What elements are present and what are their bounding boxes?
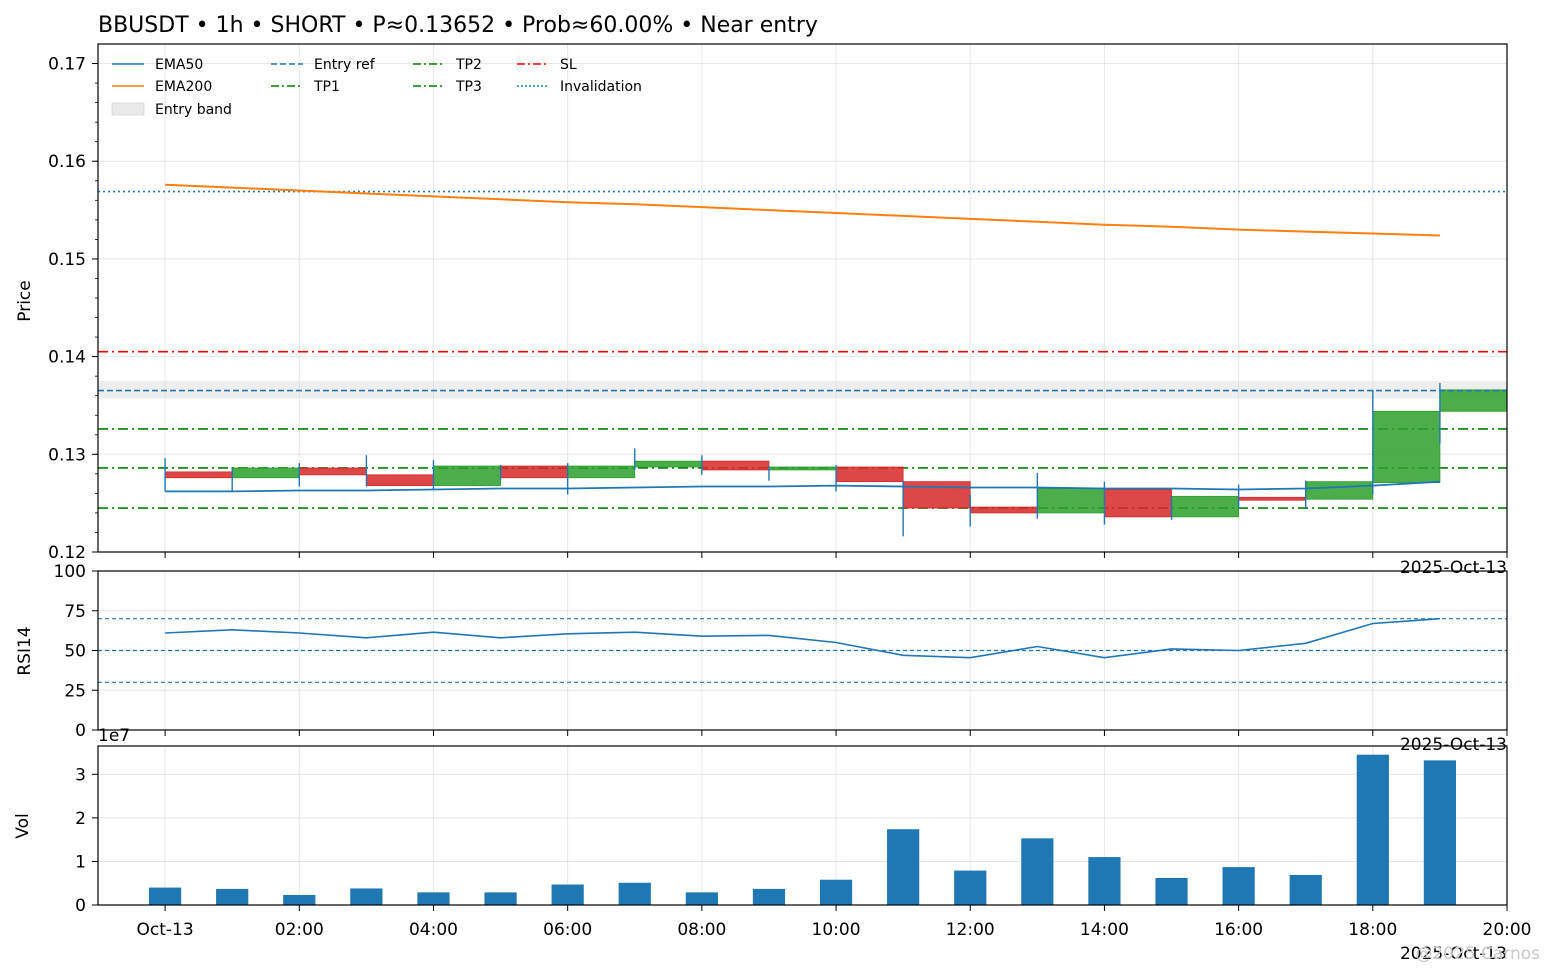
candle-body-0 [164, 471, 233, 479]
candle-body-15 [1171, 495, 1240, 518]
legend-label-8: Invalidation [560, 79, 642, 95]
vol-xtick-label-10: 20:00 [1483, 920, 1532, 940]
candle-body-9 [768, 466, 837, 471]
volume-bar-13 [1021, 838, 1054, 905]
candle-body-17 [1305, 481, 1374, 500]
rsi-ytick-label-2: 50 [64, 642, 86, 662]
candle-body-12 [969, 506, 1038, 514]
rsi-frame [97, 570, 1508, 731]
candle-body-19 [1439, 389, 1508, 412]
ema50-series-line [165, 480, 1440, 493]
price-ytick-label-2: 0.14 [48, 348, 86, 368]
vol-xtick-label-6: 12:00 [946, 920, 995, 940]
volume-bar-19 [1423, 760, 1457, 905]
candle-body-14 [1104, 489, 1172, 518]
rsi-axis-label: RSI14 [15, 626, 35, 675]
volume-bar-1 [216, 888, 249, 905]
vol-ytick-label-0: 0 [75, 896, 86, 916]
price-axis-label: Price [15, 280, 35, 321]
volume-bar-4 [417, 892, 450, 905]
candle-body-16 [1238, 496, 1307, 501]
volume-bar-5 [484, 892, 517, 905]
legend-label-1: EMA200 [155, 79, 212, 95]
legend-label-3: Entry ref [314, 57, 376, 73]
volume-bar-2 [283, 894, 316, 905]
volume-panel: 0 1 2 3 Oct-13 02:00 04:00 06:00 08:00 10:00 12:00… [75, 745, 1532, 940]
volume-bar-12 [954, 870, 987, 905]
price-ytick-label-5: 0.17 [48, 55, 86, 75]
volume-bar-16 [1222, 867, 1255, 905]
volume-bar-7 [618, 882, 651, 905]
vol-xtick-label-2: 04:00 [409, 920, 458, 940]
rsi-ytick-label-4: 100 [54, 562, 86, 582]
candle-body-10 [835, 466, 904, 483]
candle-body-2 [298, 467, 367, 476]
candle-body-1 [231, 467, 300, 479]
rsi-ytick-label-3: 75 [64, 602, 86, 622]
legend-label-7: SL [560, 57, 577, 73]
candle-body-4 [433, 465, 501, 486]
candle-body-8 [701, 460, 770, 471]
volume-bar-11 [887, 829, 920, 905]
vol-xtick-label-3: 06:00 [543, 920, 592, 940]
vol-ytick-label-2: 2 [75, 809, 86, 829]
vol-xtick-label-1: 02:00 [275, 920, 324, 940]
ema200-series-line [165, 183, 1440, 237]
vol-frame [97, 745, 1508, 906]
candle-body-3 [365, 474, 434, 486]
price-ytick-label-4: 0.16 [48, 152, 86, 172]
candle-body-13 [1036, 488, 1105, 514]
candle-body-18 [1372, 410, 1441, 484]
date-label-rsi: 2025-Oct-13 [1400, 735, 1507, 755]
price-ytick-label-3: 0.15 [48, 250, 86, 270]
date-label-volume: 2025-Oct-13 [1400, 944, 1507, 964]
vol-xtick-label-9: 18:00 [1348, 920, 1397, 940]
rsi-ytick-label-1: 25 [64, 681, 86, 701]
watermark-text: @2025 Carnos [1415, 944, 1540, 964]
vol-xtick-label-5: 10:00 [812, 920, 861, 940]
date-label-price: 2025-Oct-13 [1400, 558, 1507, 578]
legend-label-6: TP3 [455, 79, 482, 95]
volume-bar-8 [685, 892, 718, 905]
volume-bar-15 [1155, 877, 1188, 905]
price-frame [97, 43, 1508, 553]
candle-body-5 [500, 465, 569, 479]
rsi-ytick-label-0: 0 [75, 721, 86, 741]
price-ytick-label-1: 0.13 [48, 445, 86, 465]
price-panel: 0.12 0.13 0.14 0.15 0.16 0.17 [48, 43, 1508, 563]
price-ytick-label-0: 0.12 [48, 543, 86, 563]
chart-legend: EMA50 EMA200 Entry band Entry ref TP1 TP2 TP3 S… [111, 57, 642, 118]
legend-label-0: EMA50 [155, 57, 203, 73]
volume-bar-6 [551, 884, 584, 905]
legend-label-5: TP2 [455, 57, 482, 73]
vol-ytick-label-3: 3 [75, 765, 86, 785]
volume-bar-9 [752, 888, 786, 905]
volume-bar-3 [350, 888, 383, 905]
legend-label-2: Entry band [155, 102, 232, 118]
rsi-series-line [165, 617, 1440, 659]
vol-xtick-label-7: 14:00 [1080, 920, 1129, 940]
vol-xtick-label-4: 08:00 [677, 920, 726, 940]
volume-bar-17 [1289, 874, 1322, 905]
legend-label-4: TP1 [313, 79, 340, 95]
volume-bar-18 [1356, 754, 1389, 905]
volume-offset-label: 1e7 [98, 726, 130, 746]
volume-bar-0 [148, 887, 182, 905]
chart-title: BBUSDT • 1h • SHORT • P≈0.13652 • Prob≈6… [98, 13, 818, 38]
candle-body-11 [902, 481, 971, 509]
vol-ytick-label-1: 1 [75, 852, 86, 872]
vol-xtick-label-8: 16:00 [1214, 920, 1263, 940]
vol-xtick-label-0: Oct-13 [137, 920, 194, 940]
rsi-panel: 0 25 50 75 100 [54, 562, 1508, 741]
volume-axis-label: Vol [13, 813, 33, 838]
volume-bar-10 [819, 879, 853, 905]
legend-swatch-2 [111, 102, 145, 116]
volume-bar-14 [1088, 857, 1121, 905]
candle-body-6 [567, 465, 636, 479]
candle-body-7 [634, 460, 703, 468]
